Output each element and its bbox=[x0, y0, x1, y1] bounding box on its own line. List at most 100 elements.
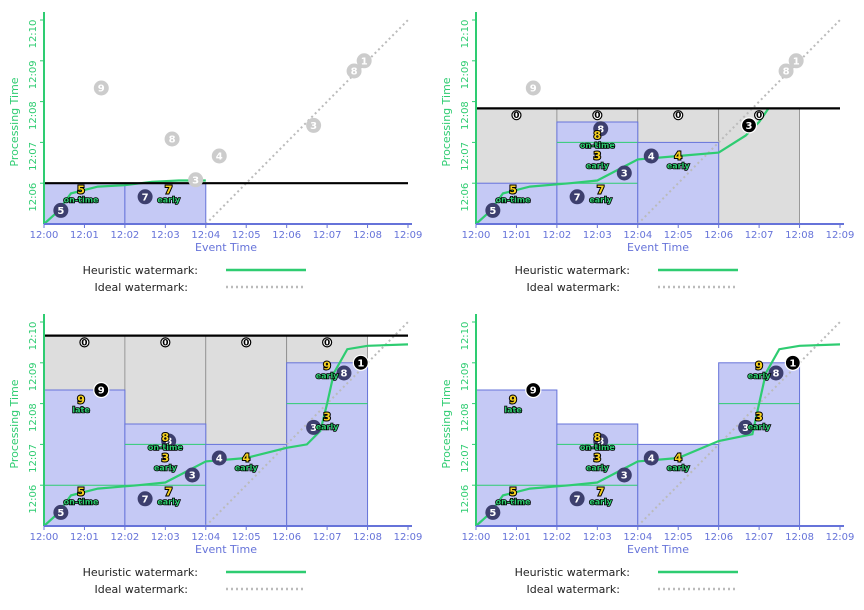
data-point-label: 8 bbox=[165, 437, 172, 448]
data-point bbox=[569, 491, 585, 507]
pane-result-timing: on-time bbox=[580, 141, 615, 150]
data-point-label: 8 bbox=[772, 369, 779, 380]
pane-result-timing: early bbox=[157, 497, 181, 506]
data-point bbox=[184, 467, 200, 483]
data-point-label: 9 bbox=[98, 84, 105, 95]
pane-result-value: 8 bbox=[162, 431, 170, 444]
pane-result-timing: late bbox=[72, 406, 90, 415]
pane-result-timing: on-time bbox=[148, 443, 183, 452]
data-point-label: 3 bbox=[746, 121, 753, 132]
data-point-label: 5 bbox=[57, 206, 64, 217]
data-point-label: 5 bbox=[489, 508, 496, 519]
x-axis-title: Event Time bbox=[627, 543, 689, 556]
legend-heuristic-label: Heuristic watermark: bbox=[515, 264, 630, 277]
x-tick-label: 12:01 bbox=[70, 532, 99, 543]
x-tick-label: 12:09 bbox=[826, 230, 855, 241]
data-point bbox=[164, 131, 180, 147]
data-point bbox=[485, 504, 501, 520]
legend-ideal-label: Ideal watermark: bbox=[95, 281, 189, 294]
x-tick-label: 12:06 bbox=[704, 230, 733, 241]
pane-result-value: 5 bbox=[509, 183, 517, 196]
data-point bbox=[137, 491, 153, 507]
pane-result-value: 3 bbox=[594, 451, 602, 464]
data-point-label: 4 bbox=[216, 152, 223, 163]
x-tick-label: 12:05 bbox=[664, 532, 693, 543]
x-tick-label: 12:08 bbox=[353, 230, 382, 241]
pane-result-timing: early bbox=[586, 161, 610, 170]
data-point-label: 9 bbox=[530, 84, 537, 95]
pane-result-timing: early bbox=[667, 161, 691, 170]
pane-result-timing: early bbox=[667, 463, 691, 472]
data-point-label: 7 bbox=[574, 192, 581, 203]
y-axis-title: Processing Time bbox=[440, 77, 453, 166]
window-pane bbox=[718, 362, 801, 527]
legend-heuristic-label: Heuristic watermark: bbox=[83, 566, 198, 579]
x-tick-label: 12:03 bbox=[583, 230, 612, 241]
pane-result-value: 8 bbox=[594, 431, 602, 444]
data-point bbox=[137, 189, 153, 205]
data-point bbox=[593, 433, 609, 449]
y-tick-label: 12:07 bbox=[28, 444, 39, 473]
pane-result-timing: early bbox=[235, 463, 259, 472]
data-point-label: 7 bbox=[142, 494, 149, 505]
y-tick-label: 12:07 bbox=[460, 142, 471, 171]
data-point bbox=[211, 450, 227, 466]
x-tick-label: 12:06 bbox=[272, 230, 301, 241]
data-point bbox=[738, 419, 754, 435]
data-point bbox=[93, 381, 110, 399]
data-point-label: 8 bbox=[597, 437, 604, 448]
data-point-label: 8 bbox=[340, 369, 347, 380]
data-point-label: 1 bbox=[357, 358, 364, 369]
empty-pane-marker bbox=[79, 337, 90, 348]
x-tick-label: 12:04 bbox=[623, 230, 652, 241]
data-point bbox=[161, 433, 177, 449]
x-tick-label: 12:00 bbox=[30, 532, 59, 543]
legend-ideal-label: Ideal watermark: bbox=[527, 281, 621, 294]
data-point-label: 8 bbox=[597, 124, 604, 135]
x-tick-label: 12:01 bbox=[502, 532, 531, 543]
y-tick-label: 12:06 bbox=[28, 485, 39, 514]
data-point-label: 9 bbox=[98, 386, 105, 397]
x-tick-label: 12:02 bbox=[542, 230, 571, 241]
x-tick-label: 12:04 bbox=[623, 532, 652, 543]
data-point-label: 3 bbox=[192, 175, 199, 186]
data-point bbox=[616, 467, 632, 483]
data-point-label: 5 bbox=[489, 206, 496, 217]
pane-result-value: 4 bbox=[674, 451, 682, 464]
x-tick-label: 12:01 bbox=[502, 230, 531, 241]
data-point-label: 5 bbox=[57, 508, 64, 519]
data-point bbox=[525, 381, 542, 399]
x-tick-label: 12:03 bbox=[151, 230, 180, 241]
empty-pane-marker bbox=[673, 110, 684, 121]
data-point-label: 4 bbox=[648, 454, 655, 465]
pane-result-value: 3 bbox=[594, 149, 602, 162]
panel-2: 0 0 0 0 12:00 12:01 12:02 12:03 12:04 12:05 12:06 1… bbox=[440, 12, 854, 294]
data-point bbox=[616, 165, 632, 181]
x-tick-label: 12:08 bbox=[785, 230, 814, 241]
data-point bbox=[740, 117, 758, 134]
y-tick-label: 12:09 bbox=[460, 60, 471, 89]
pane-result-value: 4 bbox=[674, 149, 682, 162]
data-point bbox=[346, 63, 362, 79]
data-point bbox=[352, 354, 369, 371]
y-tick-label: 12:09 bbox=[28, 60, 39, 89]
empty-pane-marker-label: 0 bbox=[162, 338, 168, 348]
fired-pane bbox=[718, 108, 800, 225]
y-tick-label: 12:06 bbox=[460, 183, 471, 212]
data-point-label: 3 bbox=[189, 471, 196, 482]
empty-pane-marker-label: 0 bbox=[594, 111, 600, 121]
pane-result-value: 8 bbox=[594, 129, 602, 142]
window-pane bbox=[124, 182, 207, 225]
data-point-label: 8 bbox=[783, 67, 790, 78]
data-point bbox=[525, 80, 541, 96]
y-axis-title: Processing Time bbox=[440, 379, 453, 468]
x-tick-label: 12:06 bbox=[704, 532, 733, 543]
pane-result-timing: early bbox=[748, 423, 772, 432]
y-tick-label: 12:10 bbox=[28, 20, 39, 49]
x-tick-label: 12:03 bbox=[151, 532, 180, 543]
x-tick-label: 12:09 bbox=[826, 532, 855, 543]
pane-result-value: 3 bbox=[323, 411, 331, 424]
pane-result-timing: early bbox=[586, 463, 610, 472]
data-point bbox=[93, 80, 109, 96]
heuristic-watermark-curve bbox=[475, 343, 841, 527]
